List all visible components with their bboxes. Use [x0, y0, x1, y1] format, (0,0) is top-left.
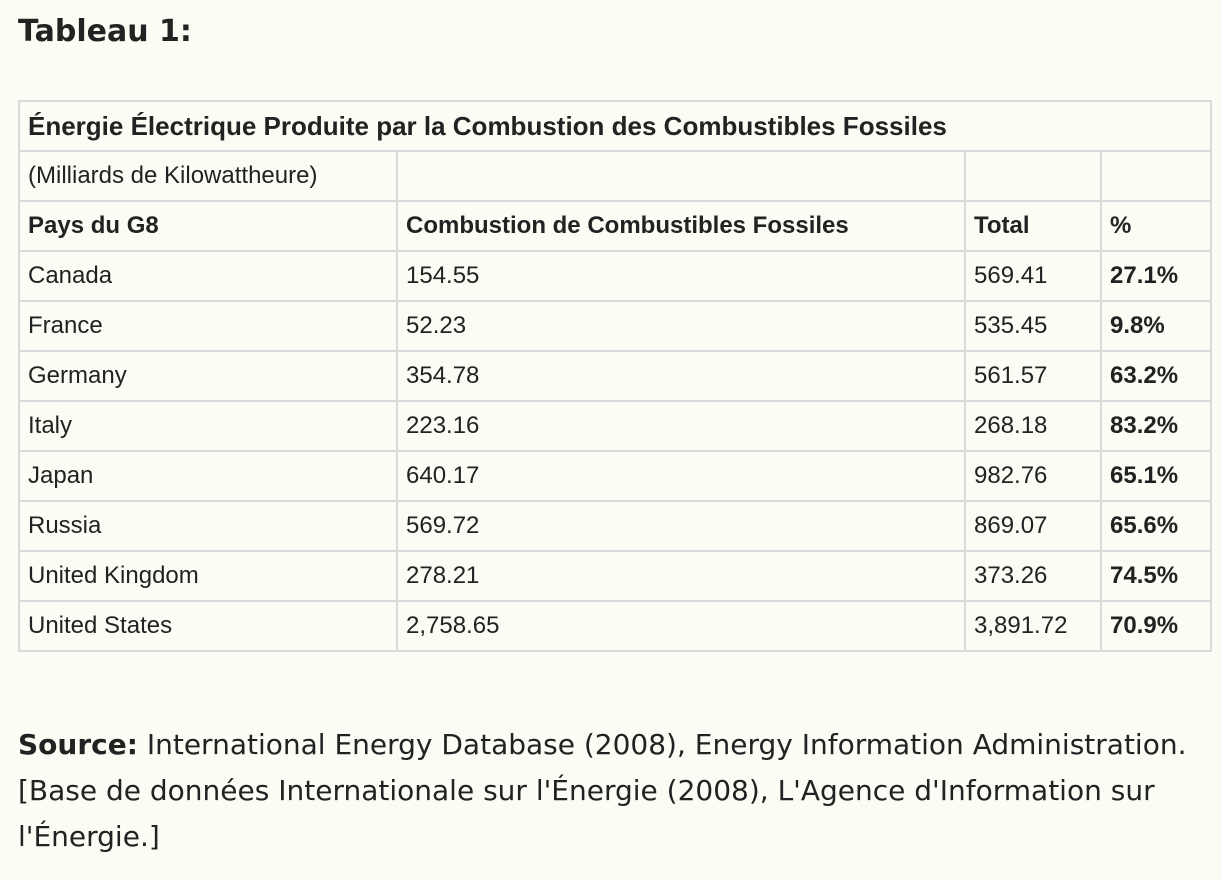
- empty-cell: [964, 150, 1102, 202]
- table-caption-row: Énergie Électrique Produite par la Combu…: [18, 100, 1212, 152]
- fossil-cell: 640.17: [396, 450, 966, 502]
- table-row: Canada 154.55 569.41 27.1%: [18, 250, 1212, 302]
- fossil-cell: 154.55: [396, 250, 966, 302]
- fossil-cell: 52.23: [396, 300, 966, 352]
- country-cell: Italy: [18, 400, 398, 452]
- table-row: United States 2,758.65 3,891.72 70.9%: [18, 600, 1212, 652]
- fossil-cell: 278.21: [396, 550, 966, 602]
- empty-cell: [396, 150, 966, 202]
- total-cell: 373.26: [964, 550, 1102, 602]
- country-cell: Russia: [18, 500, 398, 552]
- percent-cell: 65.1%: [1100, 450, 1212, 502]
- table-row: United Kingdom 278.21 373.26 74.5%: [18, 550, 1212, 602]
- table-unit: (Milliards de Kilowattheure): [18, 150, 398, 202]
- country-cell: Germany: [18, 350, 398, 402]
- country-cell: Japan: [18, 450, 398, 502]
- table-row: France 52.23 535.45 9.8%: [18, 300, 1212, 352]
- fossil-cell: 354.78: [396, 350, 966, 402]
- table-row: Germany 354.78 561.57 63.2%: [18, 350, 1212, 402]
- country-cell: United States: [18, 600, 398, 652]
- percent-cell: 27.1%: [1100, 250, 1212, 302]
- page-title: Tableau 1:: [18, 14, 192, 49]
- source-text: International Energy Database (2008), En…: [18, 728, 1187, 853]
- total-cell: 569.41: [964, 250, 1102, 302]
- table-unit-row: (Milliards de Kilowattheure): [18, 150, 1212, 202]
- fossil-cell: 569.72: [396, 500, 966, 552]
- table-row: Italy 223.16 268.18 83.2%: [18, 400, 1212, 452]
- percent-cell: 70.9%: [1100, 600, 1212, 652]
- table-header-row: Pays du G8 Combustion de Combustibles Fo…: [18, 200, 1212, 252]
- total-cell: 982.76: [964, 450, 1102, 502]
- header-percent: %: [1100, 200, 1212, 252]
- header-fossil: Combustion de Combustibles Fossiles: [396, 200, 966, 252]
- country-cell: United Kingdom: [18, 550, 398, 602]
- fossil-cell: 2,758.65: [396, 600, 966, 652]
- total-cell: 3,891.72: [964, 600, 1102, 652]
- header-total: Total: [964, 200, 1102, 252]
- total-cell: 561.57: [964, 350, 1102, 402]
- total-cell: 869.07: [964, 500, 1102, 552]
- empty-cell: [1100, 150, 1212, 202]
- total-cell: 268.18: [964, 400, 1102, 452]
- total-cell: 535.45: [964, 300, 1102, 352]
- percent-cell: 83.2%: [1100, 400, 1212, 452]
- percent-cell: 74.5%: [1100, 550, 1212, 602]
- country-cell: Canada: [18, 250, 398, 302]
- percent-cell: 9.8%: [1100, 300, 1212, 352]
- percent-cell: 63.2%: [1100, 350, 1212, 402]
- fossil-fuel-table: Énergie Électrique Produite par la Combu…: [18, 100, 1212, 652]
- percent-cell: 65.6%: [1100, 500, 1212, 552]
- country-cell: France: [18, 300, 398, 352]
- table-row: Japan 640.17 982.76 65.1%: [18, 450, 1212, 502]
- source-note: Source: International Energy Database (2…: [18, 722, 1208, 860]
- header-country: Pays du G8: [18, 200, 398, 252]
- table-row: Russia 569.72 869.07 65.6%: [18, 500, 1212, 552]
- table-caption: Énergie Électrique Produite par la Combu…: [18, 100, 1212, 152]
- fossil-cell: 223.16: [396, 400, 966, 452]
- source-label: Source:: [18, 728, 138, 761]
